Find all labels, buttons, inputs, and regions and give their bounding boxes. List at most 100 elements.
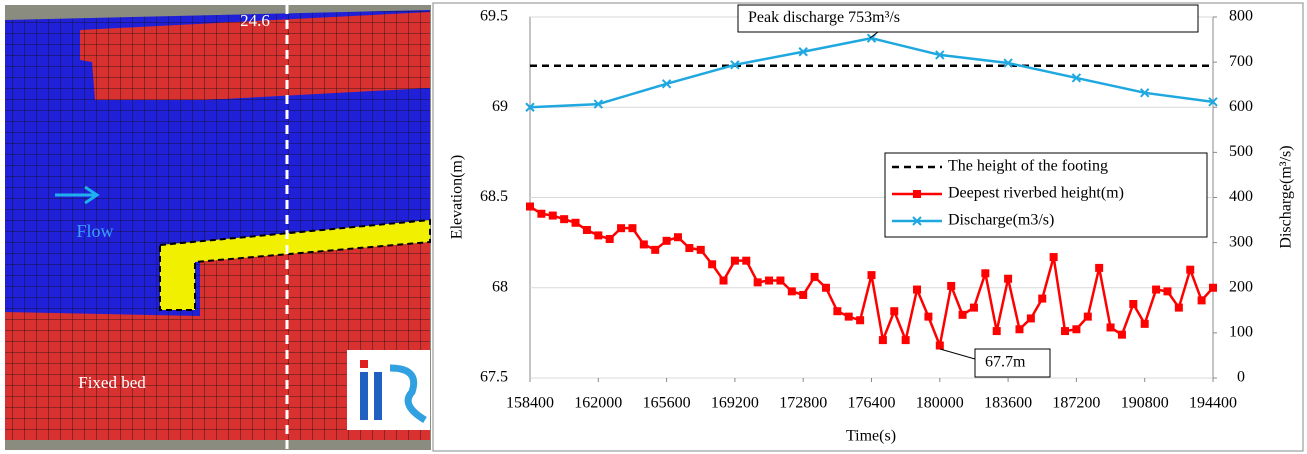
- marker: [1197, 296, 1206, 305]
- y2-tick-label: 100: [1229, 324, 1253, 341]
- marker: [753, 278, 762, 287]
- marker: [787, 287, 796, 296]
- marker: [685, 244, 694, 253]
- y-axis-label: Elevation(m): [449, 155, 466, 239]
- y2-tick-label: 800: [1229, 8, 1253, 25]
- y-tick-label: 68: [492, 278, 508, 295]
- marker: [1004, 274, 1013, 283]
- x-tick-label: 194400: [1189, 395, 1237, 412]
- marker: [594, 231, 603, 240]
- marker: [867, 271, 876, 280]
- y-tick-label: 69: [492, 98, 508, 115]
- logo-curve: [389, 364, 427, 424]
- annotation: 67.7m: [985, 354, 1026, 371]
- marker: [901, 336, 910, 345]
- x-tick-label: 183600: [984, 395, 1032, 412]
- marker: [571, 218, 580, 227]
- marker: [617, 224, 626, 233]
- logo-bar: [360, 372, 368, 420]
- marker: [730, 60, 740, 70]
- annotation-box: [974, 348, 1051, 378]
- marker: [1209, 283, 1217, 292]
- marker: [1072, 325, 1081, 334]
- marker: [1106, 323, 1115, 332]
- x-tick-label: 180000: [916, 395, 964, 412]
- chart-frame: [432, 2, 1304, 452]
- x-tick-label: 187200: [1052, 395, 1100, 412]
- marker: [1186, 265, 1195, 274]
- marker: [1129, 299, 1138, 308]
- x-tick-label: 190800: [1121, 395, 1169, 412]
- marker: [639, 240, 648, 249]
- annotation-box: [737, 4, 1199, 33]
- marker: [924, 312, 933, 321]
- marker: [821, 283, 830, 292]
- marker: [1003, 58, 1013, 68]
- marker: [1038, 294, 1047, 303]
- marker: [878, 336, 887, 345]
- marker: [673, 233, 682, 242]
- y2-tick-label: 600: [1229, 98, 1253, 115]
- marker: [866, 33, 877, 43]
- legend-marker: [913, 190, 921, 198]
- marker: [1208, 97, 1218, 107]
- marker: [593, 99, 604, 109]
- y2-tick-label: 200: [1229, 278, 1253, 295]
- y2-tick-label: 500: [1229, 143, 1253, 160]
- x-tick-label: 165600: [643, 395, 691, 412]
- marker: [1152, 285, 1161, 294]
- logo-dot: [360, 360, 368, 368]
- marker: [1174, 303, 1183, 312]
- y-tick-label: 67.5: [480, 369, 508, 386]
- marker: [913, 285, 922, 294]
- y2-axis-label: Discharge(m³/s): [1278, 145, 1295, 248]
- annotation-leader: [939, 348, 976, 360]
- marker: [560, 215, 569, 224]
- y-tick-label: 69.5: [480, 8, 508, 25]
- marker: [765, 276, 774, 285]
- marker: [651, 245, 660, 254]
- structure: [159, 218, 431, 311]
- marker: [1071, 73, 1082, 83]
- marker: [981, 269, 990, 278]
- x-tick-label: 172800: [779, 395, 827, 412]
- marker: [1061, 327, 1070, 336]
- marker: [844, 312, 853, 321]
- marker: [1139, 88, 1150, 98]
- marker: [935, 341, 944, 350]
- mesh-grid: [5, 10, 430, 440]
- flow-label: Flow: [76, 221, 113, 241]
- marker: [662, 236, 671, 245]
- marker: [548, 211, 557, 220]
- legend: The height of the footing Deepest riverbe…: [884, 152, 1208, 238]
- marker: [799, 290, 808, 299]
- marker: [696, 245, 705, 254]
- y2-tick-label: 0: [1237, 369, 1245, 386]
- y-tick-label: 68.5: [480, 188, 508, 205]
- y2-tick-label: 700: [1229, 53, 1253, 70]
- marker: [1140, 319, 1149, 328]
- marker: [582, 225, 591, 234]
- y2-tick-label: 300: [1229, 233, 1253, 250]
- legend-marker: [912, 216, 922, 226]
- marker: [969, 303, 978, 312]
- logo-bar: [374, 372, 382, 420]
- marker: [1117, 330, 1126, 339]
- section-label: 24.6: [240, 11, 270, 30]
- marker: [958, 310, 967, 319]
- x-tick-label: 158400: [506, 395, 554, 412]
- marker: [1049, 253, 1058, 262]
- marker: [1095, 263, 1104, 272]
- y2-tick-label: 400: [1229, 188, 1253, 205]
- marker: [605, 235, 614, 244]
- marker: [947, 281, 956, 290]
- marker: [833, 307, 842, 316]
- legend-label: Deepest riverbed height(m): [948, 185, 1124, 202]
- marker: [798, 47, 808, 57]
- marker: [856, 316, 865, 325]
- marker: [628, 224, 637, 233]
- legend-label: Discharge(m3/s): [948, 212, 1054, 229]
- annotation: Peak discharge 753m³/s: [748, 9, 900, 26]
- series-line: [529, 36, 1214, 109]
